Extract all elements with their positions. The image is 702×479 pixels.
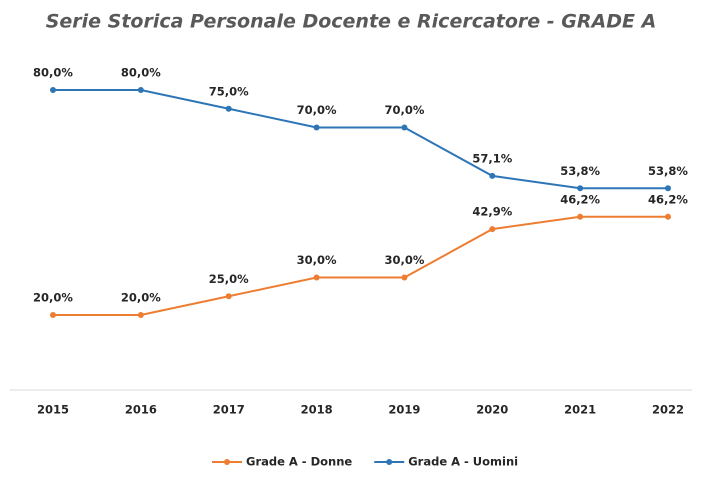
data-point: [225, 105, 232, 112]
data-point: [665, 185, 671, 192]
data-label: 25,0%: [209, 272, 249, 286]
data-label: 70,0%: [297, 103, 337, 117]
x-tick-label: 2019: [388, 403, 420, 417]
x-tick-label: 2022: [652, 403, 684, 417]
x-tick-label: 2016: [125, 403, 157, 417]
legend-marker: [224, 459, 230, 465]
chart-title: Serie Storica Personale Docente e Ricerc…: [46, 11, 657, 33]
data-label: 20,0%: [33, 291, 73, 305]
data-point: [50, 87, 56, 93]
data-label: 57,1%: [472, 151, 512, 165]
data-point: [313, 124, 320, 131]
legend-label: Grade A - Uomini: [408, 455, 518, 469]
data-label: 80,0%: [121, 66, 161, 80]
x-tick-label: 2018: [301, 403, 333, 417]
data-point: [489, 226, 496, 233]
data-label: 42,9%: [472, 205, 512, 219]
data-label: 70,0%: [384, 103, 424, 117]
data-point: [225, 293, 232, 300]
data-point: [50, 312, 56, 318]
data-label: 30,0%: [384, 253, 424, 267]
legend-label: Grade A - Donne: [246, 455, 352, 469]
x-tick-label: 2021: [564, 403, 596, 417]
data-label: 75,0%: [209, 84, 249, 98]
data-point: [489, 172, 496, 179]
data-label: 53,8%: [560, 164, 600, 178]
data-point: [401, 274, 408, 281]
data-point: [137, 87, 144, 93]
data-point: [137, 312, 144, 318]
data-label: 46,2%: [560, 192, 600, 206]
legend-marker: [386, 459, 393, 465]
data-label: 30,0%: [297, 253, 337, 267]
data-point: [665, 213, 671, 220]
data-point: [313, 274, 320, 281]
data-label: 20,0%: [121, 291, 161, 305]
x-tick-label: 2020: [476, 403, 508, 417]
data-label: 80,0%: [33, 66, 73, 80]
x-tick-label: 2017: [213, 403, 245, 417]
series-line: [53, 215, 668, 316]
series-line: [53, 89, 668, 190]
data-label: 53,8%: [648, 164, 688, 178]
data-point: [401, 124, 408, 131]
data-point: [577, 213, 584, 220]
data-point: [577, 185, 584, 192]
x-tick-label: 2015: [37, 403, 69, 417]
data-label: 46,2%: [648, 192, 688, 206]
